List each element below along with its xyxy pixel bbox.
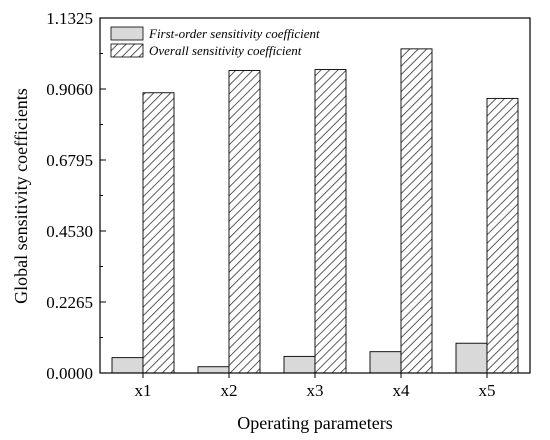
bar-overall-x4 [400, 48, 433, 374]
bar-first-order-x5 [455, 342, 488, 374]
bar-overall-x5 [486, 97, 519, 374]
bar-first-order-x3 [283, 355, 316, 374]
legend-label-first-order: First-order sensitivity coefficient [148, 26, 320, 41]
y-tick-label: 1.1325 [46, 9, 93, 28]
bar-overall-x3 [314, 69, 347, 374]
y-tick-label: 0.6795 [46, 151, 93, 170]
y-tick-label: 0.0000 [46, 364, 93, 383]
x-tick-label-x1: x1 [135, 381, 152, 400]
y-tick-label: 0.2265 [46, 293, 93, 312]
x-tick-label-x2: x2 [221, 381, 238, 400]
x-tick-label-x3: x3 [307, 381, 324, 400]
x-tick-label-x5: x5 [479, 381, 496, 400]
bar-first-order-x1 [111, 357, 144, 374]
y-tick-label: 0.4530 [46, 222, 93, 241]
y-axis-title: Global sensitivity coefficients [11, 88, 31, 304]
legend-swatch-first-order [110, 26, 144, 41]
bar-overall-x1 [142, 92, 175, 374]
x-tick-label-x4: x4 [393, 381, 411, 400]
legend-swatch-overall [110, 43, 144, 58]
x-axis-title: Operating parameters [237, 413, 392, 433]
bar-first-order-x4 [369, 351, 402, 374]
bar-overall-x2 [228, 70, 261, 374]
legend-label-overall: Overall sensitivity coefficient [149, 43, 302, 58]
legend: First-order sensitivity coefficient Over… [110, 26, 320, 58]
y-tick-label: 0.9060 [46, 80, 93, 99]
bar-first-order-x2 [197, 366, 230, 374]
